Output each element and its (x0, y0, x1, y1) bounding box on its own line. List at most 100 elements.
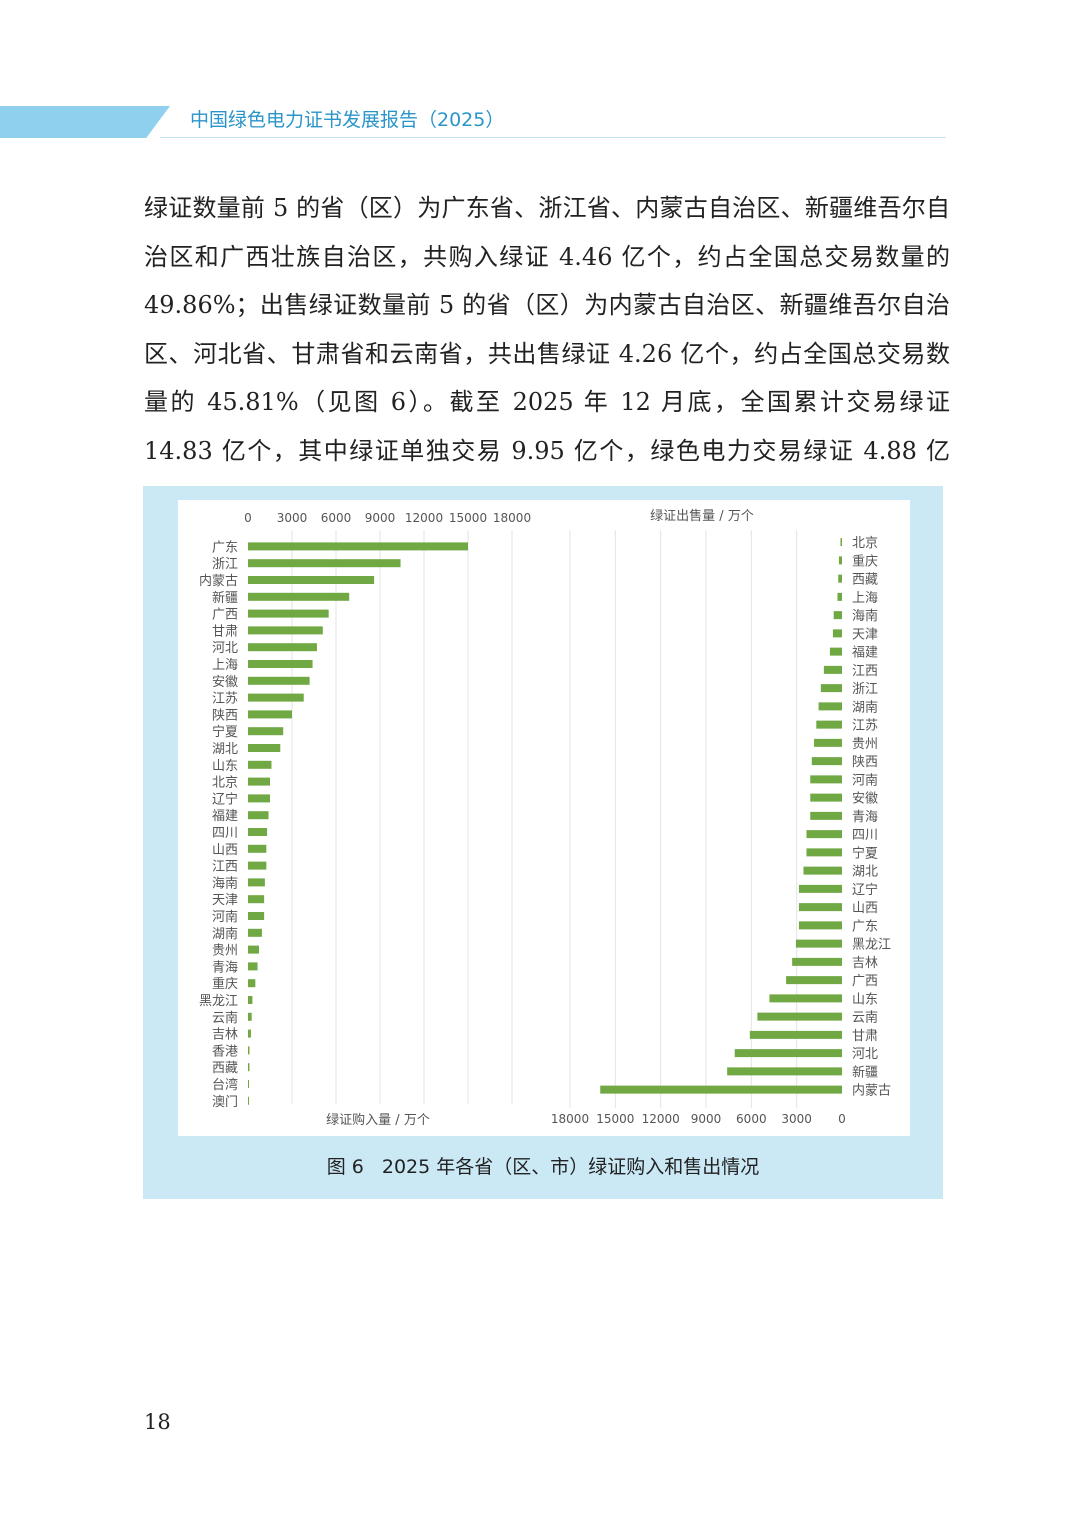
purchase-bar (248, 693, 304, 702)
sale-category-label: 上海 (852, 591, 878, 606)
sale-bar (798, 884, 842, 893)
purchase-category-label: 青海 (212, 960, 238, 975)
sale-bar (818, 702, 842, 711)
purchase-category-label: 西藏 (212, 1061, 238, 1076)
purchase-category-label: 黑龙江 (199, 994, 238, 1009)
purchase-category-label: 宁夏 (212, 724, 238, 740)
sale-category-label: 新疆 (852, 1064, 878, 1080)
purchase-bar (248, 979, 256, 988)
purchase-category-label: 陕西 (212, 708, 238, 723)
purchase-category-label: 广东 (212, 540, 238, 555)
purchase-category-label: 江苏 (212, 691, 238, 707)
purchase-category-label: 重庆 (212, 976, 238, 992)
figure-number: 图 6 (326, 1156, 364, 1178)
purchase-bar (248, 844, 267, 853)
sale-category-label: 内蒙古 (852, 1083, 891, 1099)
purchase-category-label: 海南 (212, 875, 238, 891)
purchase-bar (248, 576, 375, 584)
sale-bar (803, 866, 842, 875)
sale-category-label: 河北 (852, 1047, 878, 1062)
purchase-category-label: 香港 (212, 1044, 238, 1059)
sale-category-label: 江西 (852, 664, 878, 679)
purchase-category-label: 吉林 (212, 1028, 238, 1043)
body-paragraph: 绿证数量前 5 的省（区）为广东省、浙江省、内蒙古自治区、新疆维吾尔自治区和广西… (144, 194, 950, 513)
left-x-tick-label: 15000 (449, 511, 487, 525)
sale-category-label: 广东 (852, 919, 878, 934)
purchase-category-label: 澳门 (212, 1094, 238, 1110)
purchase-category-label: 内蒙古 (199, 573, 238, 589)
sale-category-label: 海南 (852, 608, 878, 624)
purchase-category-label: 天津 (212, 893, 238, 908)
body-text: 绿证数量前 5 的省（区）为广东省、浙江省、内蒙古自治区、新疆维吾尔自治区和广西… (144, 184, 950, 524)
purchase-bar (248, 559, 401, 568)
sale-category-label: 山东 (852, 992, 878, 1007)
sale-category-label: 宁夏 (852, 845, 878, 861)
sale-bar (820, 684, 842, 693)
right-x-tick-label: 3000 (781, 1112, 812, 1126)
purchase-category-label: 湖南 (212, 926, 238, 942)
purchase-bar (248, 878, 265, 887)
purchase-category-label: 辽宁 (212, 791, 238, 807)
purchase-bar (248, 1012, 252, 1021)
sale-bar (798, 903, 842, 912)
right-x-tick-label: 15000 (596, 1112, 634, 1126)
purchase-category-label: 贵州 (212, 944, 238, 959)
right-x-tick-label: 9000 (691, 1112, 722, 1126)
header-divider (160, 137, 946, 138)
sale-bar (840, 538, 842, 547)
sale-category-label: 四川 (852, 828, 878, 843)
left-x-tick-label: 6000 (321, 511, 352, 525)
sale-bar (811, 757, 842, 766)
sale-category-label: 浙江 (852, 682, 878, 697)
purchase-bar (248, 1096, 249, 1105)
left-x-tick-label: 12000 (405, 511, 443, 525)
running-header-title: 中国绿色电力证书发展报告（2025） (190, 109, 505, 131)
sale-bar (833, 611, 842, 620)
left-x-tick-label: 18000 (493, 511, 531, 525)
sale-bar (814, 738, 842, 747)
sale-bar (837, 592, 842, 601)
purchase-bar (248, 1080, 249, 1088)
purchase-category-label: 河北 (212, 641, 238, 656)
sale-category-label: 江苏 (852, 718, 878, 734)
purchase-bar (248, 912, 265, 920)
header-accent-band (0, 106, 170, 138)
purchase-bar (248, 609, 329, 618)
purchase-bar (248, 542, 468, 551)
left-x-axis-title: 绿证购入量 / 万个 (326, 1112, 430, 1128)
right-chart-title: 绿证出售量 / 万个 (650, 508, 754, 524)
purchase-bar (248, 1029, 251, 1038)
purchase-bar (248, 760, 272, 769)
sale-category-label: 重庆 (852, 553, 878, 569)
sale-bar (810, 775, 842, 784)
sale-category-label: 黑龙江 (852, 938, 891, 953)
chart-panel: 0 3000 6000 9000 12000 15000 18000 广东 浙江 内蒙古 新疆 广西甘… (178, 500, 910, 1136)
purchase-category-label: 江西 (212, 860, 238, 875)
sale-bar (838, 574, 842, 583)
purchase-bar (248, 592, 350, 601)
page-number: 18 (144, 1410, 171, 1434)
right-x-tick-label: 18000 (551, 1112, 589, 1126)
sale-category-label: 北京 (852, 536, 878, 551)
sale-category-label: 河南 (852, 772, 878, 788)
left-x-tick-label: 3000 (277, 511, 308, 525)
purchase-category-label: 浙江 (212, 557, 238, 572)
figure-caption: 图 6 2025 年各省（区、市）绿证购入和售出情况 (143, 1152, 943, 1179)
purchase-bar (248, 962, 258, 971)
sale-category-label: 陕西 (852, 755, 878, 770)
purchase-bar (248, 828, 268, 836)
sale-category-label: 湖南 (852, 699, 878, 715)
sale-category-label: 辽宁 (852, 882, 878, 898)
sale-category-label: 云南 (852, 1010, 878, 1026)
sale-bar (786, 976, 842, 985)
sale-category-label: 青海 (852, 810, 878, 825)
sale-bar (838, 556, 842, 565)
sale-bar (757, 1012, 842, 1021)
purchase-category-label: 山东 (212, 759, 238, 774)
purchase-bar (248, 710, 292, 719)
sale-bar (795, 939, 842, 948)
purchase-category-label: 甘肃 (212, 624, 238, 639)
sale-bar (816, 720, 842, 729)
figure-title: 2025 年各省（区、市）绿证购入和售出情况 (381, 1156, 760, 1178)
purchase-bar (248, 928, 262, 937)
